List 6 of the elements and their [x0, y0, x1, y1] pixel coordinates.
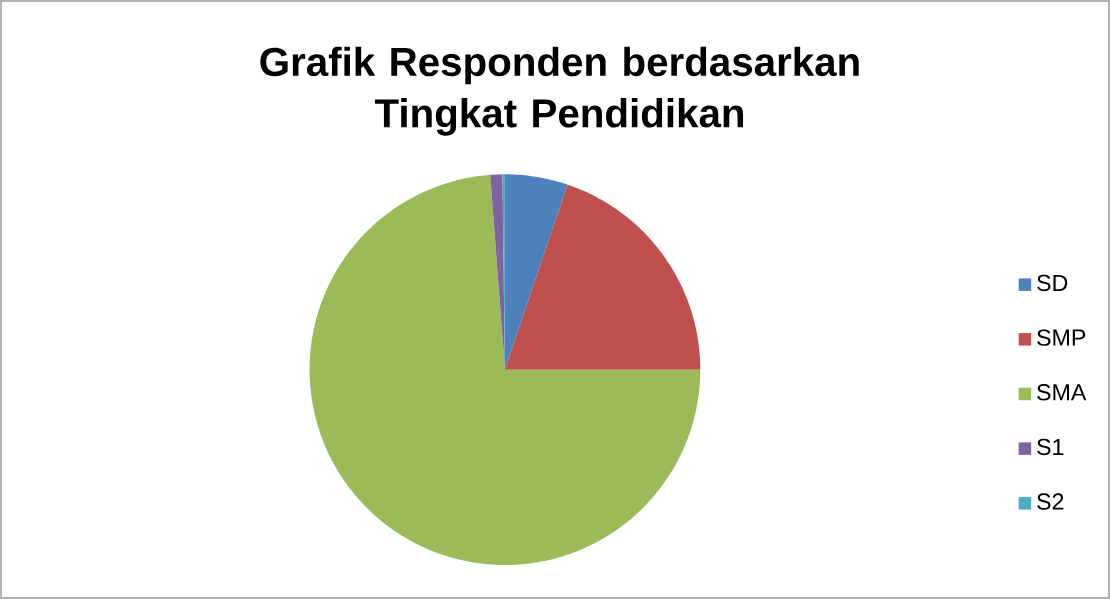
- legend-label: S1: [1037, 438, 1064, 456]
- legend-label: S2: [1037, 493, 1064, 510]
- legend-label: SD: [1037, 274, 1068, 292]
- chart-title: Grafik Responden berdasarkan Tingkat Pendidikan: [260, 46, 859, 136]
- legend-label: SMA: [1037, 384, 1087, 401]
- legend-label: SMP: [1037, 329, 1086, 346]
